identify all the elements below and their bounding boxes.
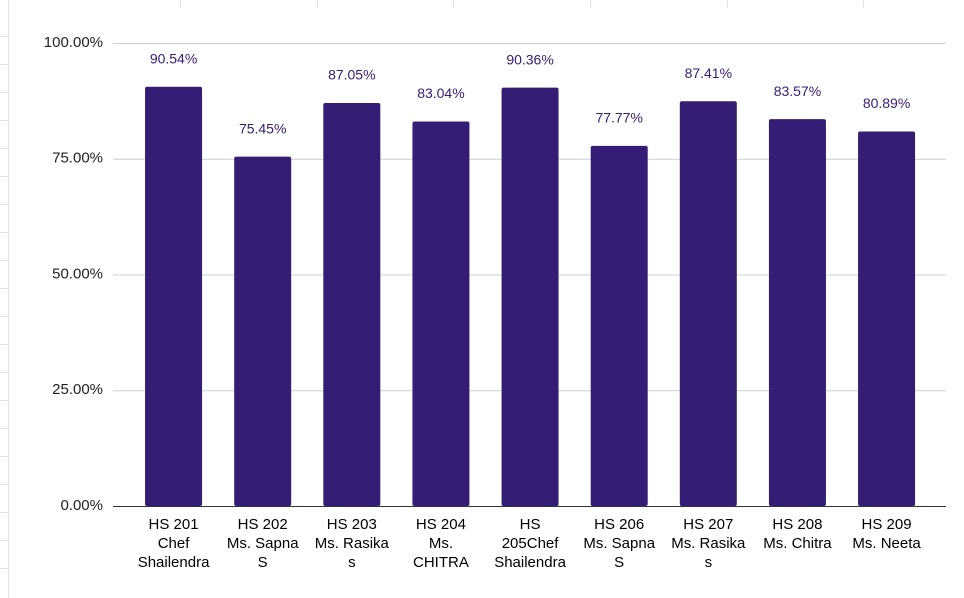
bar [234, 156, 292, 506]
data-label: 87.05% [328, 67, 375, 83]
data-label: 90.36% [506, 51, 553, 67]
bar [858, 131, 916, 506]
y-tick-label: 100.00% [44, 34, 103, 51]
data-label: 90.54% [150, 51, 197, 67]
sheet-grid [0, 0, 864, 598]
data-label: 83.57% [774, 83, 821, 99]
x-tick-label: HS 207 Ms. Rasika s [671, 516, 746, 571]
data-label: 83.04% [417, 85, 464, 101]
y-tick-label: 0.00% [60, 497, 103, 514]
x-tick-label: HS 204 Ms. CHITRA [413, 516, 469, 571]
bar [679, 101, 737, 507]
bar [768, 119, 826, 507]
data-label: 87.41% [685, 65, 732, 81]
data-label: 77.77% [595, 110, 642, 126]
y-tick-label: 75.00% [52, 150, 103, 167]
x-tick-label: HS 206 Ms. Sapna S [583, 516, 656, 571]
x-tick-label: HS 205Chef Shailendra [494, 516, 566, 571]
y-tick-label: 50.00% [52, 265, 103, 282]
bar [501, 87, 559, 506]
bar [590, 145, 648, 506]
x-tick-label: HS 201 Chef Shailendra [137, 516, 210, 571]
y-tick-label: 25.00% [52, 381, 103, 398]
data-label: 80.89% [863, 95, 910, 111]
x-tick-label: HS 202 Ms. Sapna S [226, 516, 299, 571]
bar [412, 121, 470, 506]
x-tick-label: HS 208 Ms. Chitra [763, 516, 832, 552]
x-tick-label: HS 203 Ms. Rasika s [314, 516, 389, 571]
data-label: 75.45% [239, 120, 286, 136]
bar [323, 102, 381, 507]
x-tick-label: HS 209 Ms. Neeta [852, 516, 921, 552]
bar [145, 86, 203, 506]
